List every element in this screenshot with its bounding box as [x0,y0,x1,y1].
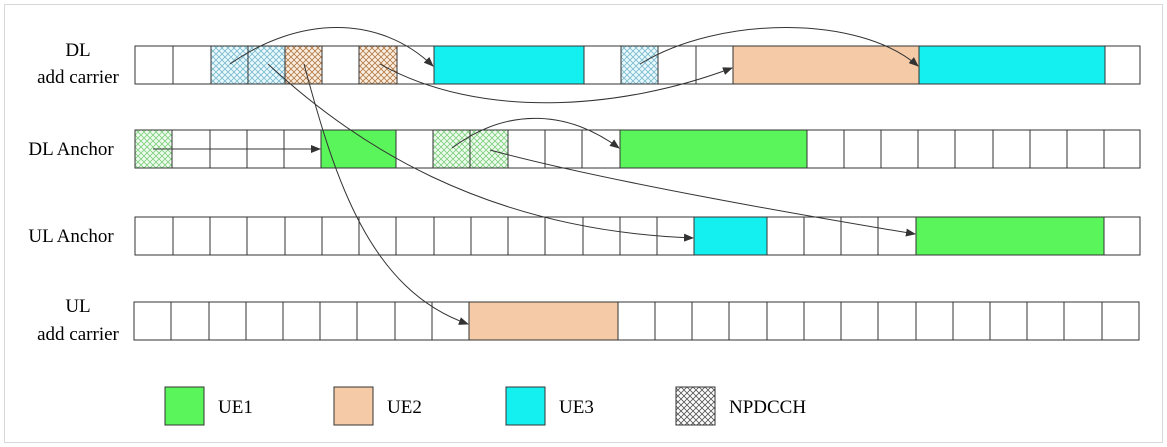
legend-label-npdcch: NPDCCH [729,397,806,418]
npdcch-ue3-cell [620,45,659,85]
row-dl-add-carrier [134,45,1141,85]
ue2-block [732,45,920,85]
npdcch-ue1-cell [432,129,471,169]
legend-swatch-ue2 [333,386,374,426]
legend-swatch-npdcch [675,386,716,426]
scheduling-arrows [153,27,919,325]
row-ul-anchor [134,216,1141,256]
arrow-ue1-dl-anchor-to-ul-anchor [489,149,916,237]
row-label-dl-add-carrier-line1: DL [65,40,90,61]
arrow-ue2-dl-to-ul-add-carrier [303,63,469,325]
ue1-block [619,129,808,169]
arrow-ue1-dl-anchor-to-data-2 [451,117,620,149]
arrow-ue3-dl-to-ul-anchor [267,63,694,242]
row-label-ul-add-carrier-line2: add carrier [37,324,119,345]
row-label-dl-add-carrier-line2: add carrier [37,67,119,88]
row-label-dl-anchor: DL Anchor [28,139,114,160]
row-label-ul-anchor: UL Anchor [28,226,114,247]
ue3-block [693,216,768,256]
legend-label-ue2: UE2 [387,397,422,418]
npdcch-ue2-cell [284,45,323,85]
npdcch-ue3-cell [210,45,249,85]
legend: UE1 UE2 UE3 NPDCCH [164,386,806,426]
legend-swatch-ue1 [164,386,205,426]
ue1-block [915,216,1105,256]
npdcch-ue3-cell [247,45,286,85]
ue3-block [433,45,585,85]
row-ul-add-carrier [133,301,1140,341]
legend-label-ue3: UE3 [559,397,594,418]
ue3-block [918,45,1106,85]
npdcch-ue1-cell [469,129,509,169]
row-label-ul-add-carrier-line1: UL [65,296,90,317]
ue2-block [468,301,619,341]
arrow-ue2-dl-to-dl-data [379,63,733,104]
legend-swatch-ue3 [505,386,546,426]
diagram-frame [4,4,1163,443]
npdcch-ue2-cell [358,45,398,85]
row-labels: DL add carrier DL Anchor UL Anchor UL ad… [28,40,119,345]
legend-label-ue1: UE1 [218,397,253,418]
grid-cell [133,301,1140,341]
arrow-ue3-dl-to-dl-data [229,27,434,67]
arrow-ue3-dl-to-dl-data-2 [639,27,919,67]
